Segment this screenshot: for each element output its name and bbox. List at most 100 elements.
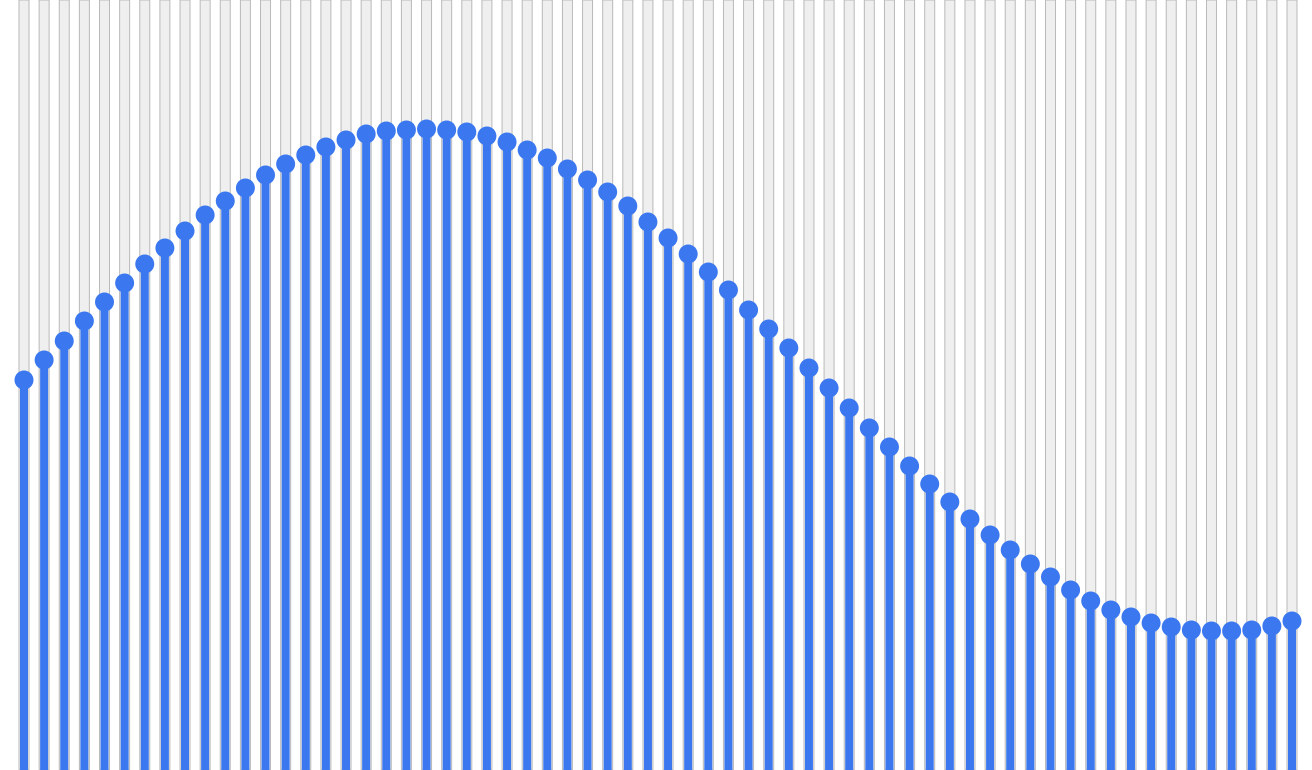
stem-39 <box>804 368 813 770</box>
dot-44 <box>900 456 920 476</box>
dot-9 <box>195 205 215 225</box>
dot-16 <box>336 130 356 150</box>
dot-53 <box>1081 591 1101 611</box>
stem-3 <box>80 321 89 770</box>
stem-12 <box>261 175 270 770</box>
stem-36 <box>744 310 753 770</box>
dot-34 <box>698 262 718 282</box>
track-61 <box>1246 0 1258 770</box>
stem-18 <box>382 131 391 770</box>
track-57 <box>1165 0 1177 770</box>
track-50 <box>1024 0 1036 770</box>
stem-35 <box>724 290 733 770</box>
dot-10 <box>215 191 235 211</box>
stem-31 <box>643 222 652 770</box>
dot-58 <box>1181 620 1201 640</box>
stem-41 <box>845 408 854 770</box>
stem-60 <box>1227 631 1236 770</box>
stem-19 <box>402 130 411 770</box>
dot-29 <box>598 182 618 202</box>
stem-47 <box>965 519 974 770</box>
dot-5 <box>115 273 135 293</box>
stem-43 <box>885 447 894 770</box>
dot-26 <box>537 148 557 168</box>
dots <box>14 119 1302 641</box>
stem-56 <box>1147 623 1156 770</box>
dot-59 <box>1201 621 1221 641</box>
stem-51 <box>1046 577 1055 770</box>
stem-22 <box>462 132 471 770</box>
stem-52 <box>1066 590 1075 770</box>
stem-6 <box>140 264 149 770</box>
dot-8 <box>175 221 195 241</box>
dot-30 <box>618 196 638 216</box>
stem-49 <box>1006 550 1015 770</box>
stem-50 <box>1026 564 1035 770</box>
stem-28 <box>583 180 592 770</box>
track-49 <box>1004 0 1016 770</box>
dot-3 <box>74 311 94 331</box>
dot-2 <box>54 331 74 351</box>
stem-58 <box>1187 630 1196 770</box>
dot-17 <box>356 124 376 144</box>
stem-8 <box>181 231 190 770</box>
stem-14 <box>301 155 310 770</box>
stem-1 <box>40 360 49 770</box>
stem-38 <box>784 348 793 770</box>
stem-63 <box>1288 621 1296 770</box>
stem-45 <box>925 484 934 770</box>
dot-33 <box>678 244 698 264</box>
background-tracks <box>18 0 1298 770</box>
dot-22 <box>457 122 477 142</box>
track-56 <box>1145 0 1157 770</box>
stem-5 <box>120 283 129 770</box>
track-41 <box>843 0 855 770</box>
stem-23 <box>482 136 491 770</box>
stem-17 <box>362 134 371 770</box>
stem-48 <box>986 535 995 770</box>
track-63 <box>1286 0 1298 770</box>
dot-23 <box>477 126 497 146</box>
stem-57 <box>1167 627 1176 770</box>
dot-19 <box>396 120 416 140</box>
stem-25 <box>523 150 532 770</box>
dot-14 <box>296 145 316 165</box>
dot-20 <box>417 119 437 139</box>
track-47 <box>964 0 976 770</box>
stem-61 <box>1247 630 1256 770</box>
track-62 <box>1266 0 1278 770</box>
dot-45 <box>920 474 940 494</box>
stem-15 <box>321 147 330 770</box>
dot-49 <box>1000 540 1020 560</box>
stem-29 <box>603 192 612 770</box>
dot-21 <box>437 120 457 140</box>
track-51 <box>1044 0 1056 770</box>
dot-41 <box>839 398 859 418</box>
dot-31 <box>638 212 658 232</box>
dot-52 <box>1061 580 1081 600</box>
stem-0 <box>20 380 28 770</box>
dot-35 <box>718 280 738 300</box>
dot-40 <box>819 378 839 398</box>
stem-24 <box>503 142 512 770</box>
stem-4 <box>100 302 109 770</box>
stem-21 <box>442 130 451 770</box>
stem-13 <box>281 164 290 770</box>
stem-16 <box>342 140 351 770</box>
track-42 <box>863 0 875 770</box>
dot-18 <box>376 121 396 141</box>
dot-46 <box>940 492 960 512</box>
dot-4 <box>95 292 115 312</box>
stem-26 <box>543 158 552 770</box>
dot-32 <box>658 228 678 248</box>
dot-48 <box>980 525 1000 545</box>
dot-56 <box>1141 613 1161 633</box>
dot-39 <box>799 358 819 378</box>
stem-2 <box>60 341 69 770</box>
stem-53 <box>1086 601 1095 770</box>
dot-6 <box>135 254 155 274</box>
dot-0 <box>14 370 34 390</box>
stem-9 <box>201 215 210 770</box>
